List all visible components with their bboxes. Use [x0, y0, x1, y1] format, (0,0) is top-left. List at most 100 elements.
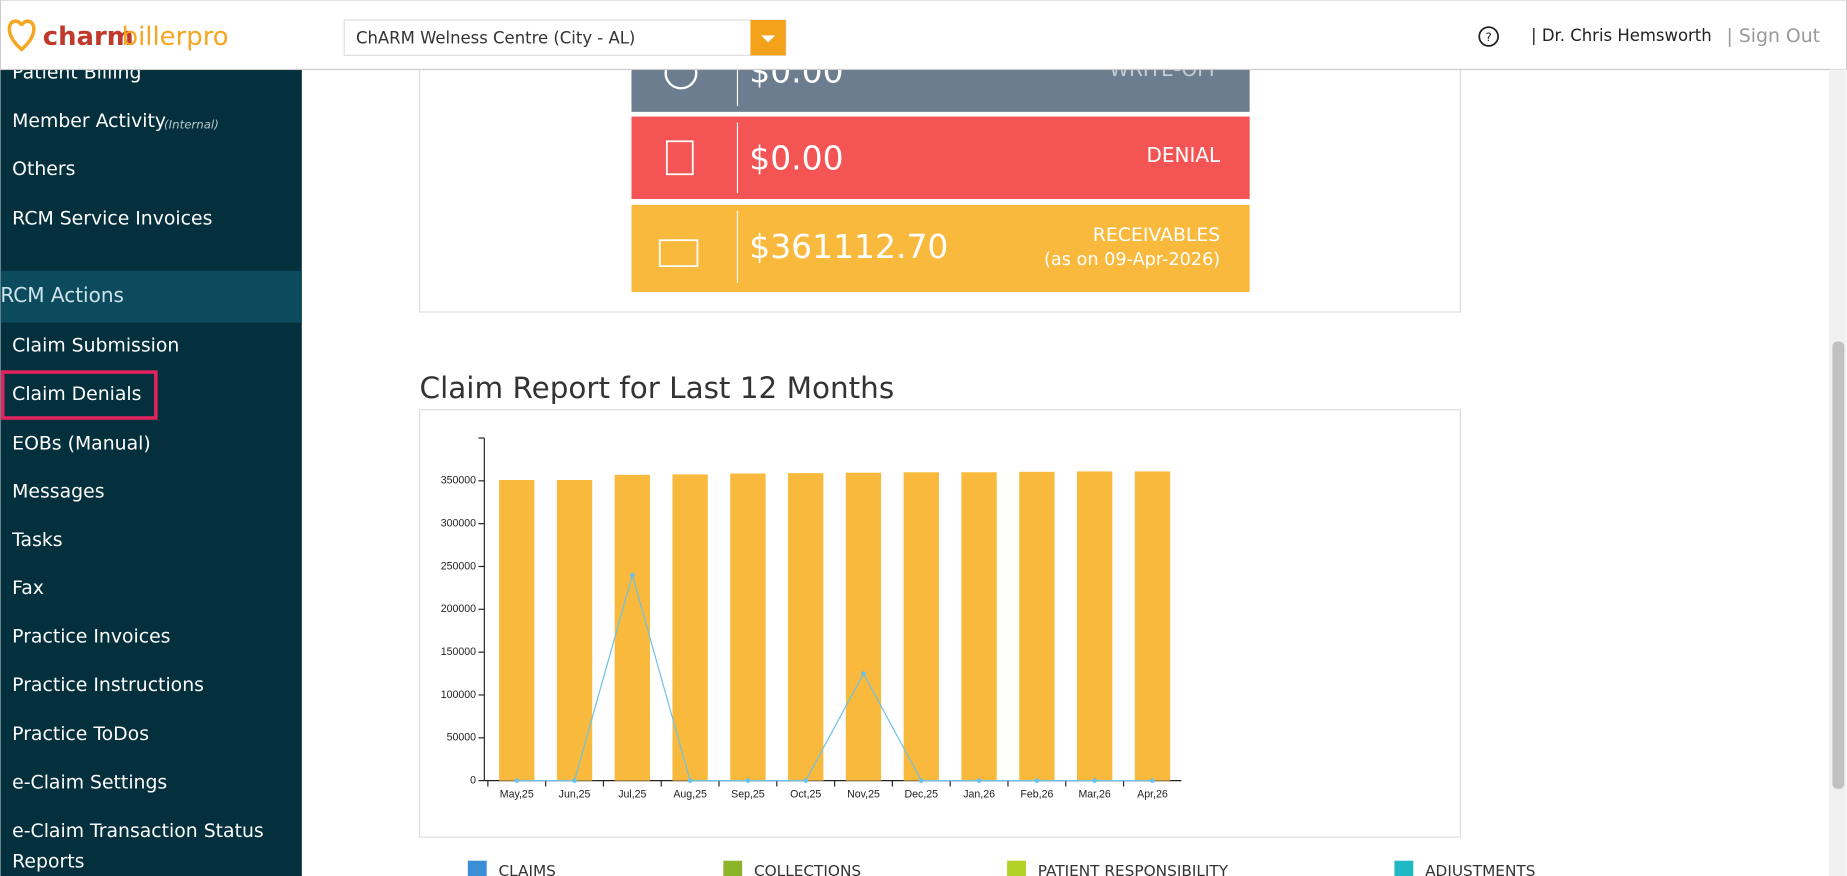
- bar: [556, 479, 593, 781]
- denial-icon: [665, 140, 694, 176]
- nav-item[interactable]: Claim Submission: [12, 336, 179, 357]
- nav-item[interactable]: Tasks: [11, 530, 62, 551]
- y-tick-label: 350000: [441, 475, 476, 487]
- y-tick-label: 0: [470, 774, 476, 786]
- x-tick-label: Jul,25: [618, 789, 646, 801]
- legend-swatch: [723, 860, 743, 876]
- nav-item[interactable]: e-Claim Transaction Status: [12, 821, 264, 842]
- bar: [1019, 471, 1055, 781]
- point: [1092, 778, 1098, 783]
- help-glyph: ?: [1486, 30, 1492, 44]
- legend-label: CLAIMS: [498, 862, 555, 876]
- point: [1150, 778, 1155, 783]
- chart-title: Claim Report for Last 12 Months: [420, 371, 895, 405]
- point: [687, 778, 693, 783]
- x-tick-label: Jan,26: [963, 789, 995, 801]
- legend-swatch: [1394, 860, 1414, 876]
- denial-label: DENIAL: [1146, 143, 1221, 167]
- x-tick-label: Sep,25: [731, 789, 765, 801]
- legend-label: ADJUSTMENTS: [1425, 862, 1535, 876]
- x-tick-label: Aug,25: [673, 789, 707, 801]
- bar: [614, 474, 650, 781]
- bar: [845, 472, 882, 781]
- x-tick-label: Jun,25: [559, 789, 591, 801]
- nav-item[interactable]: e-Claim Settings: [12, 772, 167, 793]
- section-title: RCM Actions: [0, 283, 124, 307]
- logo-a: charm: [43, 22, 134, 52]
- bar: [730, 473, 766, 781]
- y-tick-label: 300000: [441, 517, 476, 529]
- legend-swatch: [1007, 860, 1026, 876]
- y-tick-label: 150000: [441, 646, 476, 658]
- nav-item[interactable]: EOBs (Manual): [12, 433, 151, 454]
- denial-value: $0.00: [749, 139, 843, 178]
- point: [861, 671, 866, 676]
- receivables-icon: [658, 239, 699, 267]
- x-tick-label: Nov,25: [847, 789, 880, 801]
- point: [976, 778, 982, 783]
- point: [745, 778, 751, 783]
- legend-label: COLLECTIONS: [754, 862, 861, 876]
- main: $0.00 WRITE-OFF $0.00 DENIAL $361112.70 …: [418, 46, 1461, 838]
- chart-panel: [418, 409, 1461, 838]
- nav-item[interactable]: Practice Instructions: [12, 675, 204, 696]
- nav-item[interactable]: Reports: [12, 851, 84, 872]
- bar: [672, 474, 708, 781]
- x-tick-label: Dec,25: [905, 789, 939, 801]
- y-tick-label: 100000: [441, 689, 476, 701]
- header-bar: [0, 0, 1847, 71]
- section-band: [0, 270, 302, 323]
- nav-item[interactable]: Practice Invoices: [12, 626, 170, 647]
- scroll-thumb[interactable]: [1832, 341, 1845, 789]
- nav-item[interactable]: Claim Denials: [12, 384, 141, 405]
- bar: [903, 472, 939, 781]
- nav-item[interactable]: Others: [12, 159, 75, 180]
- highlight-box: [0, 370, 158, 420]
- nav-item[interactable]: Member Activity: [12, 111, 166, 132]
- bar: [788, 473, 824, 781]
- sign-out[interactable]: | Sign Out: [1727, 26, 1821, 47]
- bar: [1077, 471, 1113, 781]
- nav-item[interactable]: RCM Service Invoices: [12, 208, 212, 229]
- sidebar-bg: [0, 0, 302, 876]
- point: [1034, 778, 1040, 783]
- receivables-card: [631, 204, 1250, 292]
- x-tick-label: Feb,26: [1020, 789, 1053, 801]
- receivables-date: (as on 09-Apr-2026): [1044, 250, 1220, 270]
- point: [918, 778, 924, 783]
- nav-item[interactable]: Messages: [12, 482, 104, 503]
- nav-item[interactable]: Practice ToDos: [12, 724, 149, 745]
- point: [803, 778, 809, 783]
- legend-swatch: [467, 860, 487, 876]
- point: [572, 778, 577, 783]
- bar: [1134, 471, 1171, 781]
- x-tick-label: Apr,26: [1137, 789, 1168, 801]
- y-tick-label: 200000: [441, 603, 476, 615]
- logo-icon: [7, 19, 36, 52]
- logo-b: billerpro: [122, 22, 229, 52]
- help-icon[interactable]: [1478, 26, 1499, 47]
- legend-label: PATIENT RESPONSIBILITY: [1038, 862, 1229, 876]
- internal-tag: (Internal): [164, 117, 219, 131]
- nav-item[interactable]: Fax: [12, 578, 44, 599]
- bar: [961, 472, 997, 781]
- receivables-label: RECEIVABLES: [1093, 225, 1220, 246]
- point: [514, 778, 520, 783]
- receivables-value: $361112.70: [749, 227, 948, 266]
- facility-name: ChARM Welness Centre (City - AL): [356, 28, 635, 47]
- facility-select[interactable]: [343, 19, 787, 56]
- sidebar: RCM Actions (Internal) Patient BillingMe…: [0, 0, 302, 876]
- denial-card: [631, 116, 1250, 199]
- x-tick-label: May,25: [500, 789, 534, 801]
- bar: [499, 479, 535, 781]
- dropdown-arrow: [761, 35, 776, 43]
- point: [629, 572, 635, 578]
- x-tick-label: Oct,25: [790, 789, 821, 801]
- x-tick-label: Mar,26: [1078, 789, 1110, 801]
- chart: 0 50000 100000 150000 200000 250000 300000 3500…: [441, 437, 1535, 876]
- y-tick-label: 250000: [441, 560, 476, 572]
- y-tick-label: 50000: [447, 732, 477, 744]
- header: charm billerpro ChARM Welness Centre (Ci…: [0, 0, 1847, 71]
- user-name[interactable]: | Dr. Chris Hemsworth: [1531, 26, 1712, 45]
